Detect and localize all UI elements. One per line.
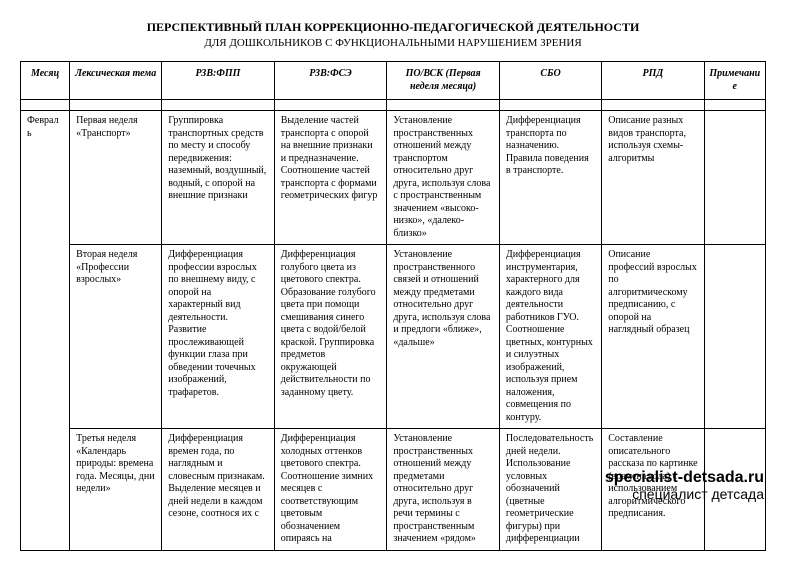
cell-rpd: Описание профессий взрослых по алгоритми… bbox=[602, 245, 704, 429]
cell-rzv-fpp: Дифференциация профессии взрослых по вне… bbox=[162, 245, 275, 429]
page-title: ПЕРСПЕКТИВНЫЙ ПЛАН КОРРЕКЦИОННО-ПЕДАГОГИ… bbox=[20, 20, 766, 35]
cell-note bbox=[704, 245, 765, 429]
cell-rzv-fpp: Дифференциация времен года, по наглядным… bbox=[162, 429, 275, 551]
cell-theme: Третья неделя «Календарь природы: времен… bbox=[70, 429, 162, 551]
cell-po-vsk: Установление пространственных отношений … bbox=[387, 111, 500, 245]
spacer-row bbox=[21, 100, 766, 111]
cell-theme: Первая неделя «Транспорт» bbox=[70, 111, 162, 245]
cell-rpd: Описание разных видов транспорта, исполь… bbox=[602, 111, 704, 245]
cell-po-vsk: Установление пространственного связей и … bbox=[387, 245, 500, 429]
cell-month: Февраль bbox=[21, 111, 70, 551]
col-header-rpd: РПД bbox=[602, 62, 704, 100]
cell-sbo: Последовательность дней недели. Использо… bbox=[499, 429, 601, 551]
col-header-theme: Лексическая тема bbox=[70, 62, 162, 100]
page-subtitle: ДЛЯ ДОШКОЛЬНИКОВ С ФУНКЦИОНАЛЬНЫМИ НАРУШ… bbox=[20, 37, 766, 49]
col-header-month: Месяц bbox=[21, 62, 70, 100]
col-header-po-vsk: ПО/ВСК (Первая неделя месяца) bbox=[387, 62, 500, 100]
cell-theme: Вторая неделя «Профессии взрослых» bbox=[70, 245, 162, 429]
table-header-row: Месяц Лексическая тема РЗВ:ФПП РЗВ:ФСЭ П… bbox=[21, 62, 766, 100]
col-header-note: Примечание bbox=[704, 62, 765, 100]
cell-rzv-fse: Дифференциация холодных оттенков цветово… bbox=[274, 429, 387, 551]
table-row: Вторая неделя «Профессии взрослых» Диффе… bbox=[21, 245, 766, 429]
cell-rzv-fse: Дифференциация голубого цвета из цветово… bbox=[274, 245, 387, 429]
col-header-rzv-fse: РЗВ:ФСЭ bbox=[274, 62, 387, 100]
cell-rzv-fse: Выделение частей транспорта с опорой на … bbox=[274, 111, 387, 245]
cell-po-vsk: Установление пространственных отношений … bbox=[387, 429, 500, 551]
cell-sbo: Дифференциация транспорта по назначению.… bbox=[499, 111, 601, 245]
cell-sbo: Дифференциация инструментария, характерн… bbox=[499, 245, 601, 429]
col-header-sbo: СБО bbox=[499, 62, 601, 100]
table-row: Февраль Первая неделя «Транспорт» Группи… bbox=[21, 111, 766, 245]
watermark-url: specialist-detsada.ru bbox=[605, 470, 764, 487]
watermark: specialist-detsada.ru специалист детсада bbox=[605, 470, 764, 501]
watermark-text: специалист детсада bbox=[605, 487, 764, 502]
col-header-rzv-fpp: РЗВ:ФПП bbox=[162, 62, 275, 100]
cell-rzv-fpp: Группировка транспортных средств по мест… bbox=[162, 111, 275, 245]
cell-note bbox=[704, 111, 765, 245]
